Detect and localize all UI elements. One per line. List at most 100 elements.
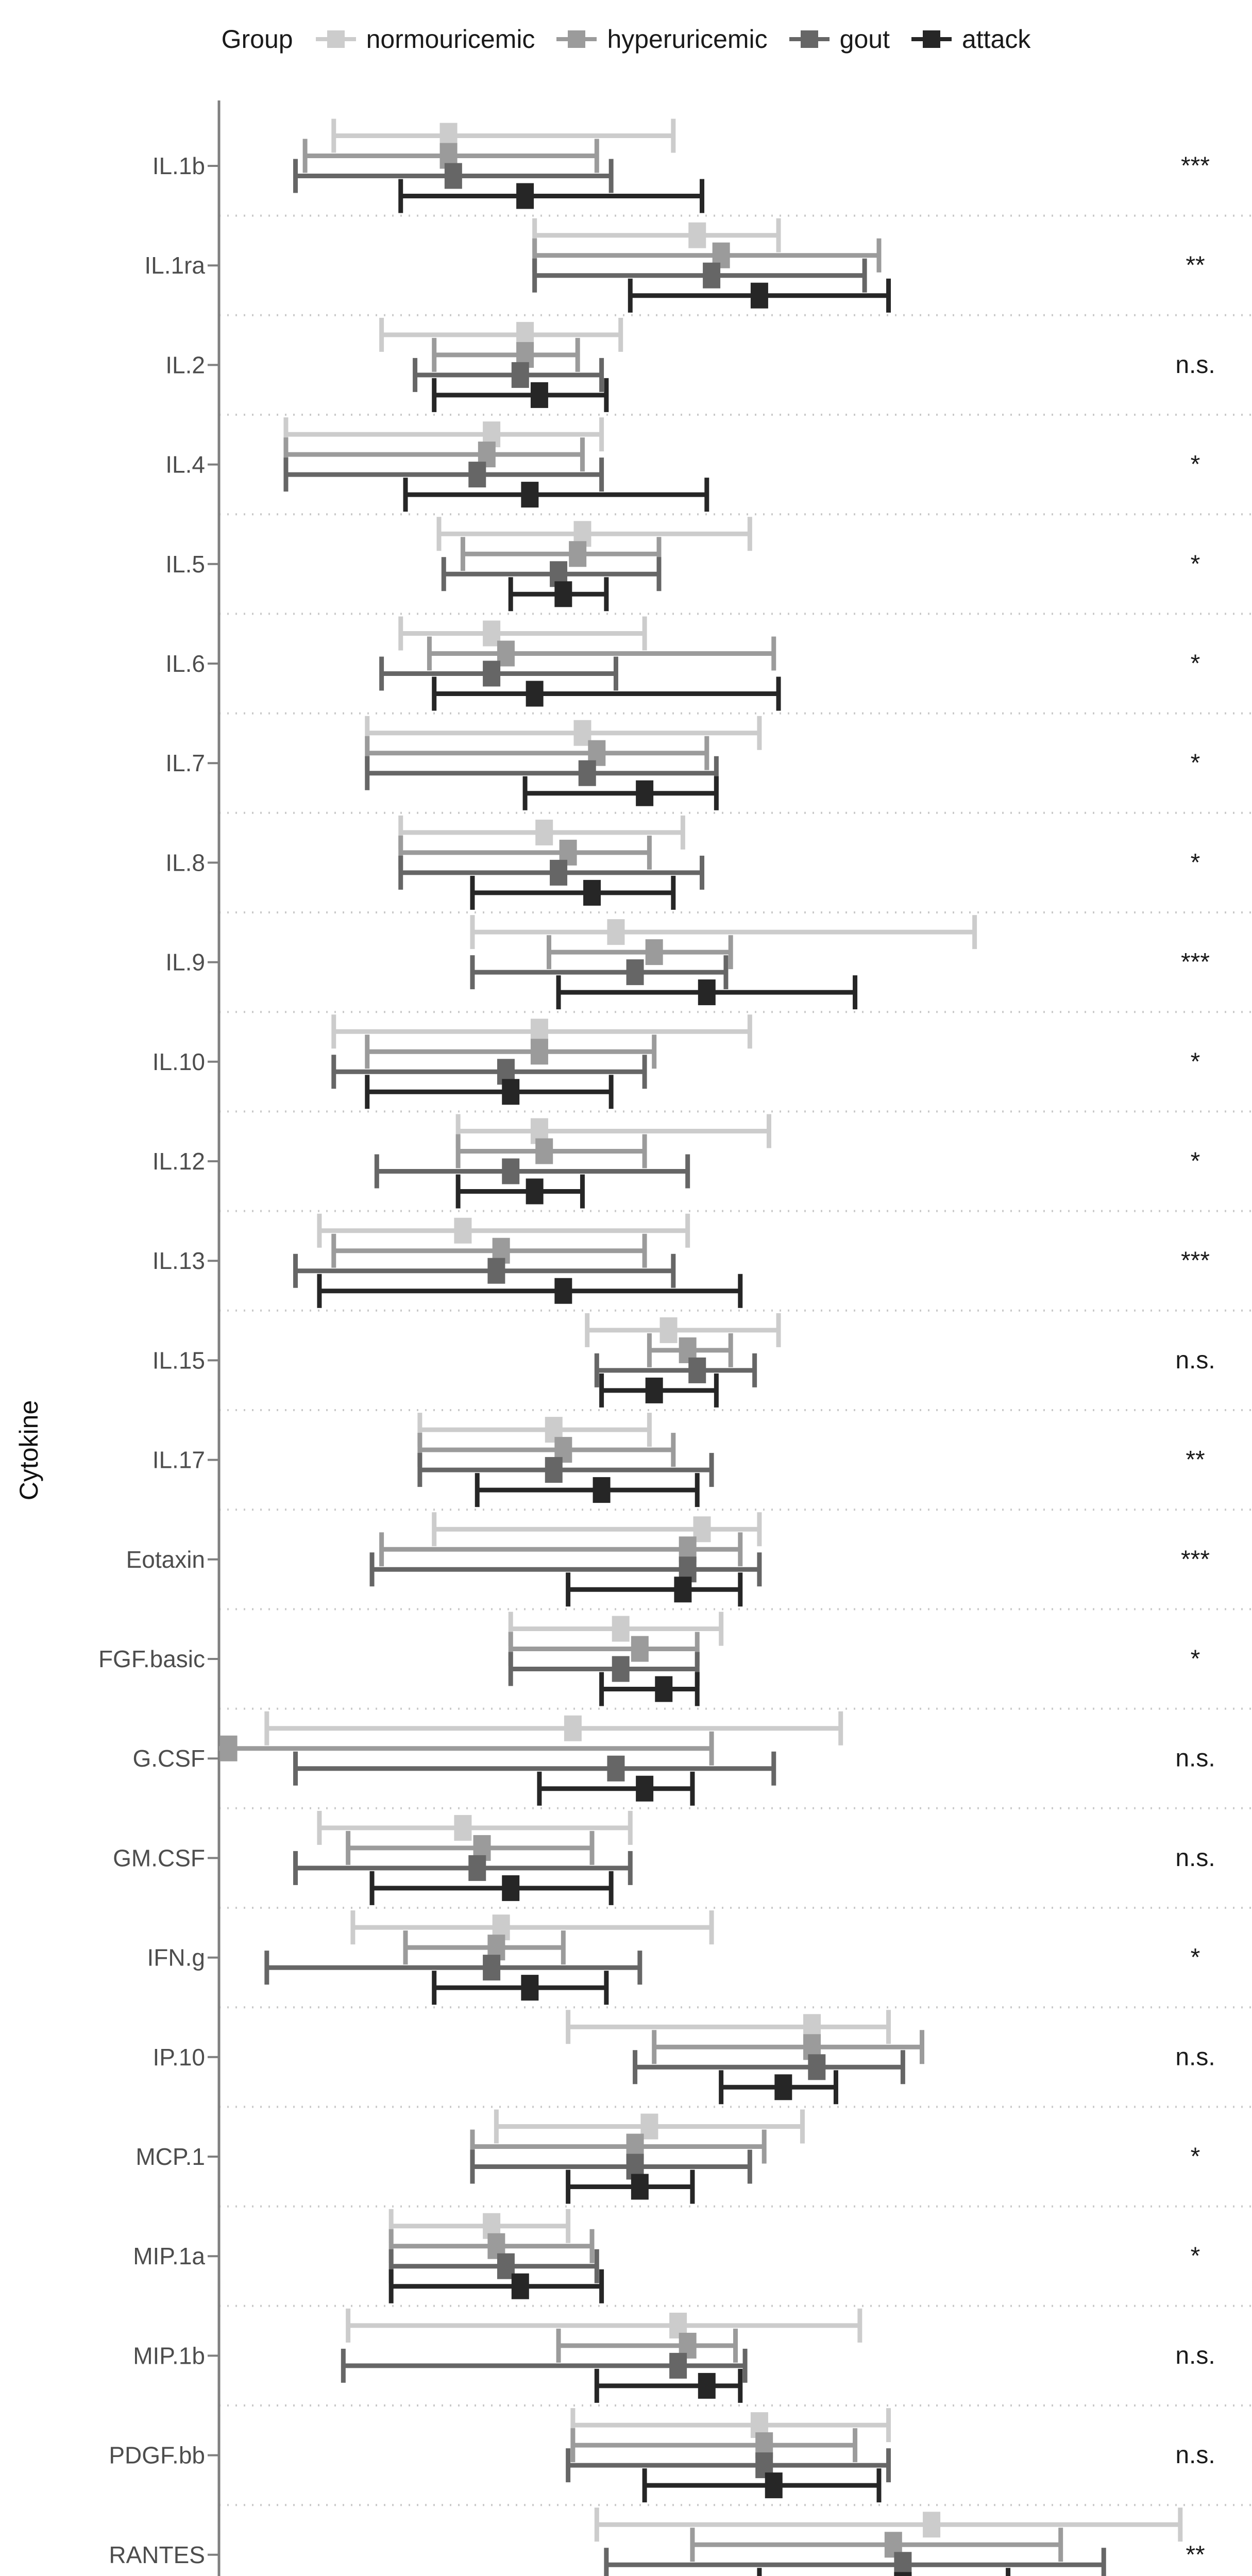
mean-marker: [894, 2572, 912, 2576]
significance-label: *: [1191, 1048, 1200, 1075]
significance-label: *: [1191, 849, 1200, 876]
mean-marker: [502, 1158, 520, 1184]
row-label: MIP.1b: [133, 2342, 205, 2369]
legend-entry-label: attack: [961, 25, 1031, 54]
row-label: IL.6: [165, 650, 205, 677]
row-label: IL.9: [165, 949, 205, 976]
mean-marker: [454, 1217, 472, 1244]
row-label: IL.17: [153, 1447, 205, 1473]
legend-key-icon: [911, 30, 952, 48]
mean-marker: [636, 1775, 654, 1802]
mean-marker: [765, 2472, 783, 2499]
mean-marker: [521, 1975, 539, 2001]
significance-label: *: [1191, 1944, 1200, 1971]
significance-label: *: [1191, 451, 1200, 478]
mean-marker: [583, 879, 601, 906]
row-label: IL.15: [153, 1347, 205, 1374]
significance-label: *: [1191, 1148, 1200, 1175]
significance-label: n.s.: [1175, 351, 1215, 379]
mean-marker: [645, 939, 663, 965]
legend-entry-hyperuricemic: hyperuricemic: [554, 24, 768, 54]
legend-entry-normouricemic: normouricemic: [314, 24, 535, 54]
significance-label: *: [1191, 550, 1200, 578]
mean-marker: [607, 1755, 625, 1782]
row-label: IL.7: [165, 750, 205, 776]
mean-marker: [578, 760, 596, 786]
mean-marker: [545, 1457, 563, 1483]
significance-label: n.s.: [1175, 1844, 1215, 1872]
mean-marker: [626, 959, 644, 986]
row-label: G.CSF: [132, 1745, 205, 1772]
mean-marker: [636, 780, 654, 806]
significance-label: *: [1191, 1646, 1200, 1673]
mean-marker: [526, 681, 544, 707]
significance-label: *: [1191, 650, 1200, 677]
legend: Group normouricemic hyperuricemic gout atta…: [0, 13, 1252, 65]
mean-marker: [550, 859, 568, 886]
row-label: IL.2: [165, 351, 205, 378]
significance-label: *: [1191, 2243, 1200, 2270]
significance-label: n.s.: [1175, 2442, 1215, 2469]
row-label: RANTES: [109, 2541, 205, 2568]
mean-marker: [554, 1278, 572, 1304]
significance-label: n.s.: [1175, 2043, 1215, 2071]
mean-marker: [612, 1656, 630, 1682]
mean-marker: [483, 660, 501, 687]
mean-marker: [564, 1715, 582, 1741]
mean-marker: [894, 2552, 912, 2576]
mean-marker: [530, 382, 548, 408]
mean-marker: [659, 1317, 678, 1343]
mean-marker: [774, 2074, 792, 2100]
row-label: IL.1ra: [144, 252, 205, 279]
legend-entry-label: normouricemic: [366, 25, 535, 54]
significance-label: **: [1186, 1446, 1205, 1473]
legend-title: Group: [221, 25, 293, 54]
row-label: IL.4: [165, 451, 205, 478]
mean-marker: [511, 362, 529, 388]
significance-label: ***: [1181, 1247, 1210, 1275]
significance-label: ***: [1181, 152, 1210, 180]
significance-label: *: [1191, 2143, 1200, 2171]
mean-marker: [655, 1676, 673, 1702]
row-label: FGF.basic: [98, 1646, 205, 1672]
legend-key-icon: [556, 30, 597, 48]
significance-label: **: [1186, 2541, 1205, 2568]
significance-label: n.s.: [1175, 1745, 1215, 1772]
mean-marker: [703, 262, 721, 289]
row-label: IP.10: [153, 2044, 205, 2071]
row-label: PDGF.bb: [109, 2442, 205, 2469]
mean-marker: [468, 1855, 486, 1881]
mean-marker: [554, 581, 572, 607]
mean-marker: [535, 1138, 553, 1164]
significance-label: ***: [1181, 1546, 1210, 1573]
significance-label: n.s.: [1175, 2342, 1215, 2369]
mean-marker: [444, 163, 462, 189]
legend-entry-label: gout: [839, 25, 890, 54]
row-label: IL.10: [153, 1048, 205, 1075]
mean-marker: [750, 282, 768, 309]
mean-marker: [688, 222, 706, 248]
row-label: MCP.1: [136, 2143, 205, 2170]
mean-marker: [483, 1955, 501, 1981]
mean-marker: [511, 2273, 529, 2299]
row-label: IL.8: [165, 849, 205, 876]
row-label: IL.12: [153, 1148, 205, 1175]
mean-marker: [631, 1636, 649, 1662]
mean-marker: [526, 1178, 544, 1205]
legend-key-icon: [315, 30, 356, 48]
mean-marker: [612, 1616, 630, 1642]
row-label: GM.CSF: [113, 1844, 205, 1871]
mean-marker: [569, 541, 587, 567]
legend-key-icon: [789, 30, 830, 48]
mean-marker: [698, 2372, 716, 2399]
y-axis-title: Cytokine: [14, 1400, 43, 1501]
significance-label: **: [1186, 252, 1205, 279]
mean-marker: [688, 1357, 706, 1383]
mean-marker: [631, 2174, 649, 2200]
mean-marker: [502, 1875, 520, 1901]
mean-marker: [923, 2512, 941, 2538]
mean-marker: [669, 2352, 687, 2379]
mean-marker: [530, 1039, 548, 1065]
